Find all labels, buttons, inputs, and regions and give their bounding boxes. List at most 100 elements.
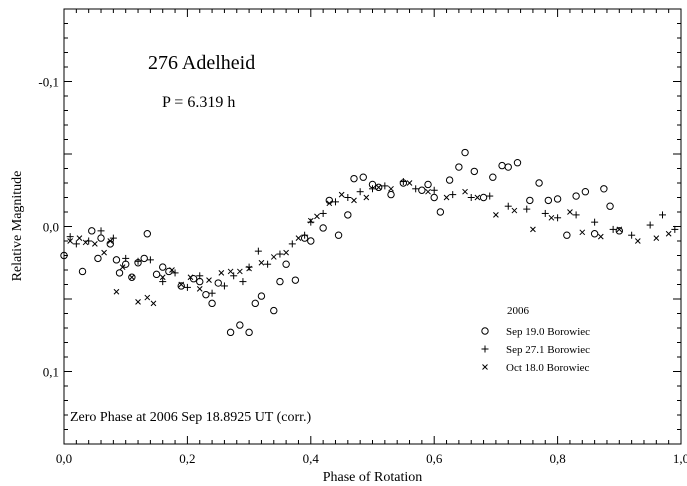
- data-point-plus: [239, 278, 247, 286]
- plot-frame: [63, 8, 682, 445]
- legend-cross-marker: [482, 364, 488, 370]
- data-point-cross: [135, 299, 141, 305]
- data-point-plus: [369, 185, 376, 193]
- data-point-circle: [88, 227, 96, 235]
- data-point-circle: [424, 180, 432, 189]
- data-point-plus: [307, 218, 315, 226]
- data-point-plus: [541, 209, 549, 217]
- data-point-plus: [356, 188, 364, 196]
- data-point-cross: [246, 265, 252, 272]
- data-point-circle: [236, 321, 244, 329]
- data-point-circle: [470, 167, 479, 176]
- data-point-plus: [97, 227, 105, 235]
- y-tick-label: 0,0: [43, 220, 59, 235]
- legend-plus-marker: [481, 345, 489, 353]
- data-point-plus: [220, 282, 228, 290]
- data-point-circle: [600, 185, 608, 193]
- data-point-plus: [171, 269, 179, 277]
- data-point-plus: [245, 263, 253, 271]
- data-point-cross: [363, 194, 370, 201]
- data-point-circle: [430, 193, 438, 202]
- x-tick-label: 0,2: [179, 451, 195, 466]
- data-point-plus: [122, 254, 130, 262]
- data-point-cross: [406, 180, 413, 186]
- legend-title: 2006: [507, 305, 530, 317]
- data-point-circle: [196, 277, 204, 286]
- data-point-cross: [634, 238, 641, 244]
- legend-label: Oct 18.0 Borowiec: [506, 362, 590, 374]
- data-point-cross: [295, 235, 302, 241]
- data-point-circle: [387, 190, 395, 199]
- data-point-circle: [94, 254, 102, 263]
- data-point-circle: [359, 173, 367, 181]
- data-point-cross: [579, 229, 586, 236]
- data-point-cross: [548, 214, 555, 221]
- data-point-cross: [91, 241, 98, 247]
- data-point-cross: [258, 259, 265, 266]
- data-point-circle: [535, 179, 543, 187]
- data-point-cross: [150, 300, 157, 307]
- data-point-circle: [581, 188, 590, 196]
- data-point-plus: [72, 240, 80, 248]
- legend-label: Sep 27.1 Borowiec: [506, 344, 590, 356]
- data-point-cross: [653, 235, 660, 241]
- data-point-cross: [113, 288, 120, 295]
- data-point-circle: [436, 208, 445, 216]
- data-point-cross: [76, 235, 83, 241]
- data-point-cross: [236, 268, 243, 275]
- data-point-circle: [572, 192, 580, 200]
- data-point-circle: [177, 282, 185, 290]
- data-point-plus: [264, 260, 272, 268]
- data-point-plus: [399, 178, 407, 186]
- data-point-cross: [178, 281, 185, 288]
- zero-phase-note: Zero Phase at 2006 Sep 18.8925 UT (corr.…: [70, 410, 312, 425]
- data-point-plus: [430, 186, 438, 194]
- data-point-plus: [449, 191, 457, 199]
- data-point-plus: [504, 202, 512, 210]
- data-point-circle: [115, 269, 124, 277]
- data-point-cross: [425, 188, 431, 195]
- data-point-plus: [554, 214, 562, 222]
- data-point-circle: [112, 256, 121, 264]
- data-point-cross: [493, 212, 499, 218]
- data-point-circle: [159, 263, 167, 271]
- data-point-circle: [291, 276, 300, 284]
- data-points: [60, 148, 679, 337]
- data-point-cross: [314, 213, 320, 220]
- data-point-plus: [146, 256, 154, 264]
- data-point-circle: [374, 183, 383, 192]
- data-point-circle: [513, 159, 522, 167]
- data-point-circle: [334, 231, 343, 239]
- data-point-plus: [254, 247, 262, 255]
- x-tick-label: 0,8: [549, 451, 565, 466]
- data-point-plus: [196, 272, 204, 280]
- data-point-circle: [489, 173, 497, 181]
- data-point-cross: [462, 188, 468, 195]
- data-point-circle: [307, 237, 315, 245]
- data-point-circle: [526, 196, 534, 205]
- x-axis-label: Phase of Rotation: [323, 470, 423, 485]
- x-tick-label: 0,6: [426, 451, 443, 466]
- x-tick-label: 0,4: [303, 451, 320, 466]
- chart-title: 276 Adelheid: [148, 52, 255, 74]
- data-point-plus: [344, 194, 352, 201]
- data-point-plus: [159, 278, 167, 286]
- tick-labels: 0,0 0,2 0,4 0,6 0,8 1,0 -0,1 0,0 0,1: [38, 75, 687, 467]
- data-point-circle: [319, 224, 327, 232]
- data-point-plus: [381, 182, 389, 190]
- data-point-circle: [251, 299, 259, 308]
- data-point-cross: [67, 238, 74, 244]
- data-point-cross: [474, 194, 481, 201]
- data-point-circle: [128, 273, 136, 281]
- data-point-circle: [445, 176, 454, 184]
- data-point-circle: [143, 230, 151, 238]
- data-point-plus: [628, 231, 636, 239]
- data-point-plus: [109, 234, 117, 242]
- data-point-circle: [498, 161, 506, 170]
- data-point-plus: [467, 194, 475, 201]
- data-point-circle: [189, 275, 198, 283]
- data-point-cross: [159, 274, 166, 281]
- data-point-cross: [129, 274, 135, 281]
- data-point-cross: [567, 209, 573, 215]
- data-point-circle: [544, 196, 553, 205]
